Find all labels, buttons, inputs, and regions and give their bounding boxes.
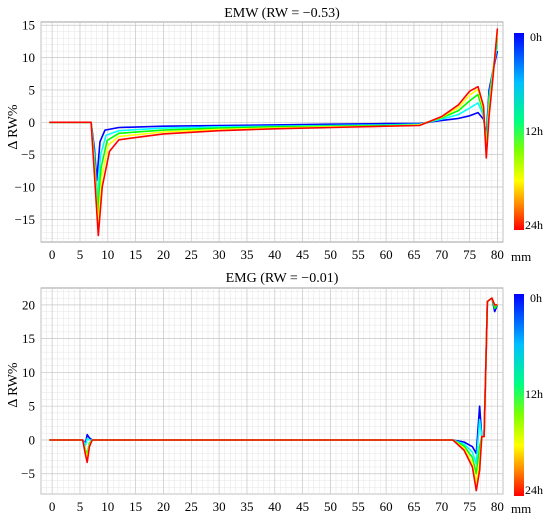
y-tick-label: 10	[22, 365, 35, 380]
x-tick-label: 55	[352, 499, 365, 514]
colorbar	[514, 294, 524, 496]
x-tick-label: 0	[49, 499, 56, 514]
y-axis-label: Δ RW%	[6, 362, 21, 408]
x-tick-label: 50	[324, 247, 337, 262]
x-tick-label: 60	[380, 247, 393, 262]
x-tick-label: 10	[101, 247, 114, 262]
x-tick-label: 50	[324, 499, 337, 514]
x-tick-label: 15	[129, 499, 142, 514]
x-tick-label: 55	[352, 247, 365, 262]
x-tick-label: 30	[213, 499, 226, 514]
x-tick-label: 75	[463, 499, 476, 514]
colorbar-label-0h: 0h	[530, 291, 542, 305]
y-tick-label: 0	[29, 115, 36, 130]
x-tick-label: 10	[101, 499, 114, 514]
colorbar-label-24h: 24h	[525, 483, 543, 497]
x-tick-label: 80	[491, 499, 504, 514]
grid	[40, 288, 504, 495]
chart-emw: EMW (RW = −0.53) Δ RW% mm 0 5 10 15 20 25 30 35…	[6, 6, 543, 264]
y-tick-label: 20	[22, 297, 35, 312]
x-tick-label: 5	[77, 247, 84, 262]
grid	[40, 22, 504, 242]
x-tick-label: 15	[129, 247, 142, 262]
x-tick-label: 70	[435, 247, 448, 262]
x-tick-label: 40	[268, 499, 281, 514]
x-tick-label: 45	[296, 499, 309, 514]
chart-title: EMG (RW = −0.01)	[226, 271, 339, 286]
series-line-24h	[49, 28, 499, 237]
y-tick-label: −15	[15, 212, 35, 227]
chart-emg: EMG (RW = −0.01) Δ RW% mm 0 5 10 15 20 25 30 35…	[6, 271, 543, 516]
y-tick-label: −5	[21, 466, 35, 481]
x-tick-label: 25	[185, 247, 198, 262]
x-tick-label: 75	[463, 247, 476, 262]
colorbar-label-12h: 12h	[525, 387, 543, 401]
x-tick-label: 45	[296, 247, 309, 262]
tick-labels: 0 5 10 15 20 25 30 35 40 45 50 55 60 65 70 75 80 −5 0 5 10 15…	[21, 297, 504, 514]
x-tick-label: 40	[268, 247, 281, 262]
x-tick-label: 20	[157, 499, 170, 514]
x-tick-label: 35	[240, 499, 253, 514]
colorbar	[514, 33, 524, 230]
x-tick-label: 80	[491, 247, 504, 262]
colorbar-label-0h: 0h	[530, 30, 542, 44]
y-tick-label: 5	[29, 82, 36, 97]
plot-area	[40, 287, 504, 495]
x-tick-label: 70	[435, 499, 448, 514]
y-tick-label: 5	[29, 399, 36, 414]
x-axis-unit: mm	[511, 501, 531, 516]
y-tick-label: −5	[21, 147, 35, 162]
y-tick-label: 15	[22, 331, 35, 346]
x-tick-label: 25	[185, 499, 198, 514]
chart-title: EMW (RW = −0.53)	[224, 6, 340, 21]
colorbar-label-12h: 12h	[525, 124, 543, 138]
x-tick-label: 5	[77, 499, 84, 514]
y-tick-label: 10	[22, 50, 35, 65]
x-tick-label: 0	[49, 247, 56, 262]
y-tick-label: 0	[29, 432, 36, 447]
y-tick-label: −10	[15, 180, 35, 195]
series-line-24h	[49, 297, 498, 492]
series-lines	[49, 28, 499, 237]
x-tick-label: 60	[380, 499, 393, 514]
x-tick-label: 35	[240, 247, 253, 262]
x-tick-label: 65	[407, 247, 420, 262]
series-lines	[49, 297, 499, 492]
tick-labels: 0 5 10 15 20 25 30 35 40 45 50 55 60 65 70 75 80−15−10−5…	[15, 18, 504, 262]
x-tick-label: 65	[407, 499, 420, 514]
y-axis-label: Δ RW%	[6, 104, 21, 150]
x-axis-unit: mm	[511, 249, 531, 264]
plot-area	[40, 21, 504, 243]
x-tick-label: 20	[157, 247, 170, 262]
colorbar-label-24h: 24h	[525, 218, 543, 232]
y-tick-label: 15	[22, 18, 35, 33]
x-tick-label: 30	[213, 247, 226, 262]
